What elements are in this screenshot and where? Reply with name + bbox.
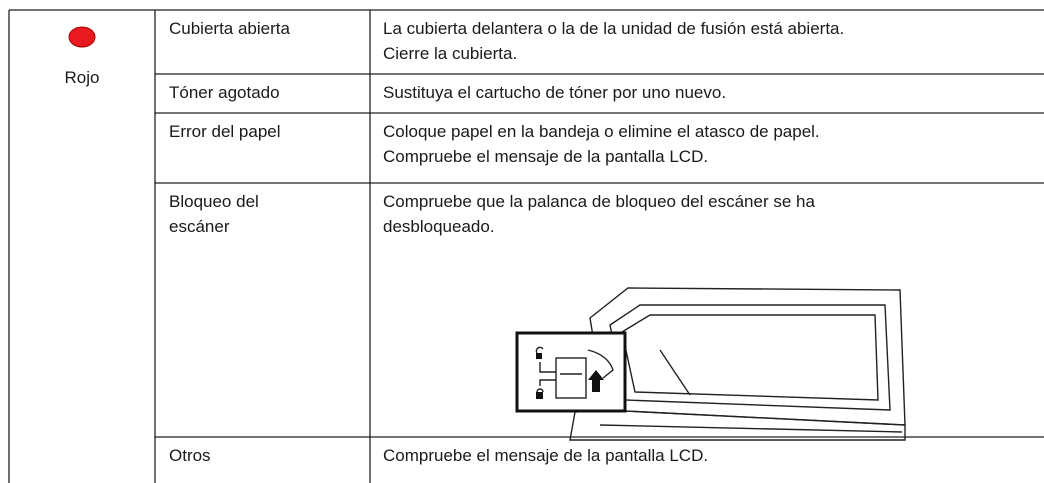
row-description: Coloque papel en la bandeja o elimine el… bbox=[383, 122, 820, 141]
row-description: desbloqueado. bbox=[383, 217, 495, 236]
row-description: Sustituya el cartucho de tóner por uno n… bbox=[383, 83, 726, 102]
red-led-icon bbox=[68, 26, 96, 48]
row-description: Cierre la cubierta. bbox=[383, 44, 517, 63]
row-label: escáner bbox=[169, 217, 230, 236]
row-description: Compruebe el mensaje de la pantalla LCD. bbox=[383, 147, 708, 166]
led-color-label: Rojo bbox=[65, 68, 100, 87]
scanner-illustration bbox=[515, 287, 906, 441]
row-label: Tóner agotado bbox=[169, 83, 280, 102]
row-label: Error del papel bbox=[169, 122, 281, 141]
row-label: Bloqueo del bbox=[169, 192, 259, 211]
row-label: Otros bbox=[169, 446, 211, 465]
row-description: Compruebe el mensaje de la pantalla LCD. bbox=[383, 446, 708, 465]
row-label: Cubierta abierta bbox=[169, 19, 291, 38]
row-description: Compruebe que la palanca de bloqueo del … bbox=[383, 192, 815, 211]
row-description: La cubierta delantera o la de la unidad … bbox=[383, 19, 844, 38]
